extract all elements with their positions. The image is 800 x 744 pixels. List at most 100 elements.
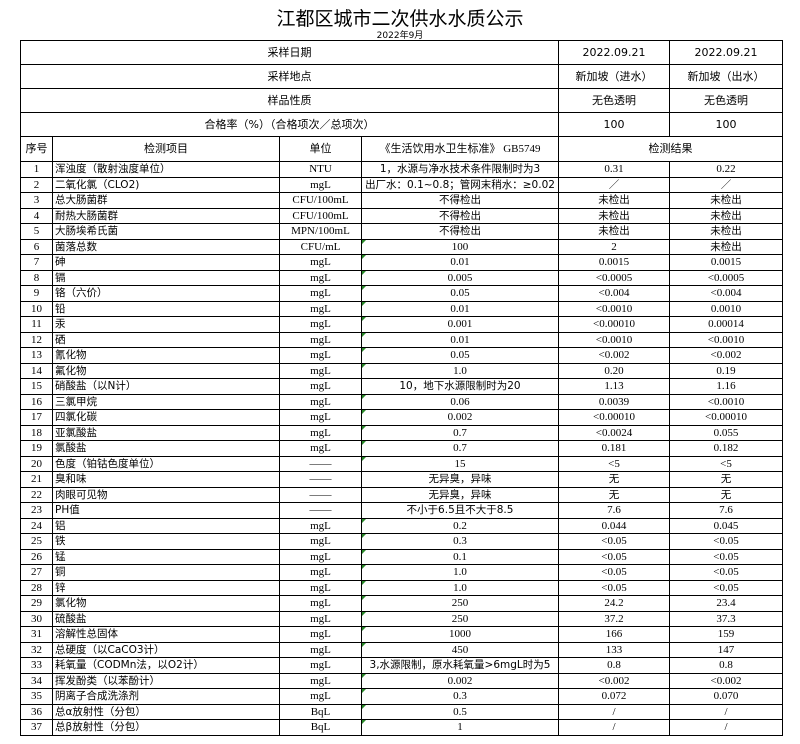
row-unit: —— — [279, 455, 362, 472]
row-unit: mgL — [279, 672, 362, 689]
row-item: 大肠埃希氏菌 — [52, 223, 280, 240]
row-result-inlet: 0.0015 — [558, 254, 670, 271]
row-result-outlet: 0.00014 — [669, 316, 783, 333]
row-result-inlet: <0.004 — [558, 285, 670, 302]
table-row: 22 肉眼可见物 —— 无异臭，异味无无 — [20, 486, 783, 503]
row-standard: 1.0 — [361, 579, 559, 596]
row-item: 总大肠菌群 — [52, 192, 280, 209]
row-result-inlet: 0.044 — [558, 517, 670, 534]
row-item: 铁 — [52, 533, 280, 550]
row-result-outlet: 0.0015 — [669, 254, 783, 271]
meta-value-outlet: 无色透明 — [669, 88, 783, 113]
row-no: 9 — [20, 285, 53, 302]
row-result-inlet: 2 — [558, 238, 670, 255]
header-standard: 《生活饮用水卫生标准》 GB5749 — [361, 136, 559, 162]
row-result-inlet: 7.6 — [558, 502, 670, 519]
row-result-inlet: <0.0010 — [558, 300, 670, 317]
row-no: 8 — [20, 269, 53, 286]
row-no: 28 — [20, 579, 53, 596]
table-row: 35 阴离子合成洗涤剂 mgL 0.3 0.072 0.070 — [20, 688, 783, 705]
table-row: 19 氯酸盐 mgL 0.7 0.181 0.182 — [20, 440, 783, 457]
row-result-outlet: <0.0005 — [669, 269, 783, 286]
row-result-outlet: 未检出 — [669, 207, 783, 224]
row-result-inlet: 0.072 — [558, 688, 670, 705]
row-result-outlet: 无 — [669, 486, 783, 503]
row-result-inlet: <0.00010 — [558, 409, 670, 426]
table-row: 1 浑浊度（散射浊度单位） NTU 1，水源与净水技术条件限制时为3 0.31 0.22 — [20, 161, 783, 178]
meta-value-outlet: 新加坡（出水） — [669, 64, 783, 89]
meta-value-inlet: 2022.09.21 — [558, 40, 670, 65]
table-row: 11 汞 mgL 0.001 <0.00010 0.00014 — [20, 316, 783, 333]
row-result-inlet: 无 — [558, 471, 670, 488]
row-standard: 0.7 — [361, 440, 559, 457]
row-unit: mgL — [279, 626, 362, 643]
row-unit: mgL — [279, 393, 362, 410]
row-standard: 0.002 — [361, 672, 559, 689]
meta-row: 样品性质 无色透明 无色透明 — [20, 88, 783, 113]
meta-value-outlet: 100 — [669, 112, 783, 137]
row-no: 15 — [20, 378, 53, 395]
row-no: 20 — [20, 455, 53, 472]
row-unit: mgL — [279, 564, 362, 581]
table-row: 5 大肠埃希氏菌 MPN/100mL 不得检出 未检出 未检出 — [20, 223, 783, 240]
row-item: 浑浊度（散射浊度单位） — [52, 161, 280, 178]
row-item: 汞 — [52, 316, 280, 333]
row-result-inlet: <0.05 — [558, 548, 670, 565]
row-unit: mgL — [279, 610, 362, 627]
table-row: 4 耐热大肠菌群 CFU/100mL 不得检出 未检出 未检出 — [20, 207, 783, 224]
row-item: 四氯化碳 — [52, 409, 280, 426]
row-item: 铜 — [52, 564, 280, 581]
row-result-inlet: 0.20 — [558, 362, 670, 379]
row-item: 硒 — [52, 331, 280, 348]
row-result-outlet: <5 — [669, 455, 783, 472]
row-result-inlet: <0.002 — [558, 347, 670, 364]
row-standard: 1000 — [361, 626, 559, 643]
meta-value-inlet: 100 — [558, 112, 670, 137]
row-item: 色度（铂钴色度单位） — [52, 455, 280, 472]
row-result-inlet: <0.0005 — [558, 269, 670, 286]
row-unit: mgL — [279, 657, 362, 674]
row-no: 10 — [20, 300, 53, 317]
row-item: 硫酸盐 — [52, 610, 280, 627]
row-standard: 不得检出 — [361, 192, 559, 209]
row-item: 氰化物 — [52, 347, 280, 364]
row-no: 34 — [20, 672, 53, 689]
row-result-inlet: <0.05 — [558, 564, 670, 581]
row-no: 22 — [20, 486, 53, 503]
row-result-inlet: <0.00010 — [558, 316, 670, 333]
row-result-outlet: 147 — [669, 641, 783, 658]
header-unit: 单位 — [279, 136, 362, 162]
row-result-inlet: 0.8 — [558, 657, 670, 674]
row-unit: mgL — [279, 378, 362, 395]
row-result-inlet: 未检出 — [558, 192, 670, 209]
row-unit: CFU/100mL — [279, 192, 362, 209]
row-result-outlet: 未检出 — [669, 223, 783, 240]
table-row: 18 亚氯酸盐 mgL 0.7 <0.0024 0.055 — [20, 424, 783, 441]
row-result-outlet: 0.22 — [669, 161, 783, 178]
row-item: 铝 — [52, 517, 280, 534]
row-standard: 250 — [361, 595, 559, 612]
row-no: 26 — [20, 548, 53, 565]
row-unit: —— — [279, 471, 362, 488]
row-standard: 不小于6.5且不大于8.5 — [361, 502, 559, 519]
row-no: 35 — [20, 688, 53, 705]
row-item: 二氧化氯（CLO2) — [52, 176, 280, 193]
row-item: 锌 — [52, 579, 280, 596]
row-unit: mgL — [279, 409, 362, 426]
row-no: 23 — [20, 502, 53, 519]
row-no: 24 — [20, 517, 53, 534]
row-item: 臭和味 — [52, 471, 280, 488]
meta-label: 采样地点 — [20, 64, 559, 89]
row-item: 镉 — [52, 269, 280, 286]
row-result-inlet: 37.2 — [558, 610, 670, 627]
row-no: 32 — [20, 641, 53, 658]
meta-value-inlet: 无色透明 — [558, 88, 670, 113]
row-result-inlet: 133 — [558, 641, 670, 658]
row-item: 铅 — [52, 300, 280, 317]
row-unit: mgL — [279, 595, 362, 612]
table-row: 7 砷 mgL 0.01 0.0015 0.0015 — [20, 254, 783, 271]
row-standard: 250 — [361, 610, 559, 627]
table-row: 10 铅 mgL 0.01 <0.0010 0.0010 — [20, 300, 783, 317]
table-row: 21 臭和味 —— 无异臭，异味无无 — [20, 471, 783, 488]
table-row: 30 硫酸盐 mgL 250 37.2 37.3 — [20, 610, 783, 627]
